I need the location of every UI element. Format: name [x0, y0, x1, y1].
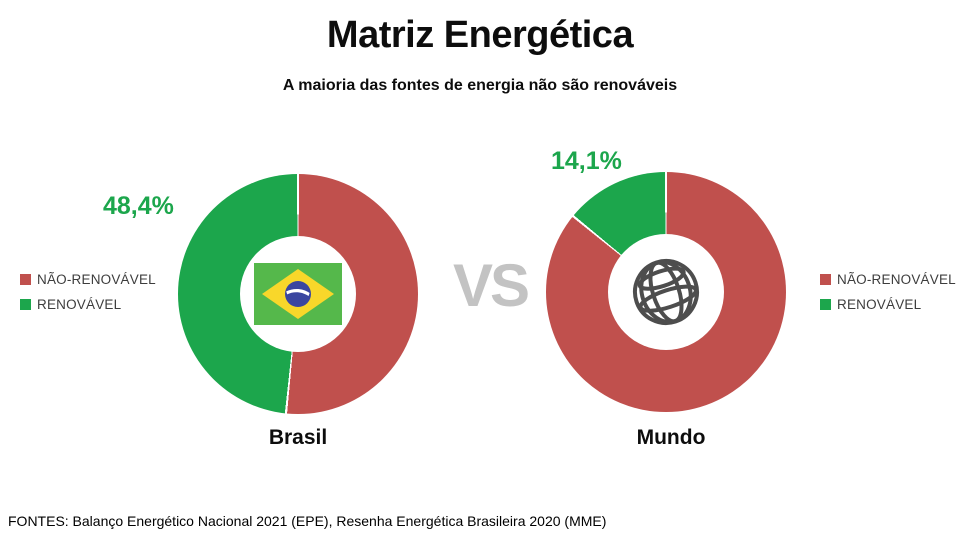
brasil-chart-title: Brasil	[268, 426, 328, 449]
brasil-donut-chart	[178, 174, 418, 414]
brasil-renewable-percent-label: 48,4%	[103, 192, 174, 220]
legend-item-renovavel: RENOVÁVEL	[20, 297, 156, 312]
legend-swatch-renovavel-icon	[20, 299, 31, 310]
legend-item-nao-renovavel: NÃO-RENOVÁVEL	[20, 272, 156, 287]
legend-label-renovavel: RENOVÁVEL	[837, 297, 922, 312]
vs-label: VS	[452, 252, 530, 319]
brazil-flag-icon	[254, 263, 342, 325]
legend-swatch-nao-renovavel-icon	[20, 274, 31, 285]
legend-label-nao-renovavel: NÃO-RENOVÁVEL	[37, 272, 156, 287]
mundo-renewable-percent-label: 14,1%	[551, 147, 622, 175]
brasil-donut-hole	[240, 236, 356, 352]
mundo-donut-chart	[546, 172, 786, 412]
legend-left: NÃO-RENOVÁVEL RENOVÁVEL	[20, 272, 156, 312]
legend-label-nao-renovavel: NÃO-RENOVÁVEL	[837, 272, 956, 287]
legend-right: NÃO-RENOVÁVEL RENOVÁVEL	[820, 272, 956, 312]
legend-swatch-renovavel-icon	[820, 299, 831, 310]
legend-item-nao-renovavel: NÃO-RENOVÁVEL	[820, 272, 956, 287]
legend-label-renovavel: RENOVÁVEL	[37, 297, 122, 312]
legend-swatch-nao-renovavel-icon	[820, 274, 831, 285]
sources-footnote: FONTES: Balanço Energético Nacional 2021…	[8, 513, 607, 529]
mundo-donut-hole	[608, 234, 724, 350]
globe-icon	[626, 252, 706, 332]
page-title: Matriz Energética	[326, 14, 634, 56]
mundo-chart-title: Mundo	[636, 426, 706, 449]
page-subtitle: A maioria das fontes de energia não são …	[282, 77, 678, 94]
legend-item-renovavel: RENOVÁVEL	[820, 297, 956, 312]
